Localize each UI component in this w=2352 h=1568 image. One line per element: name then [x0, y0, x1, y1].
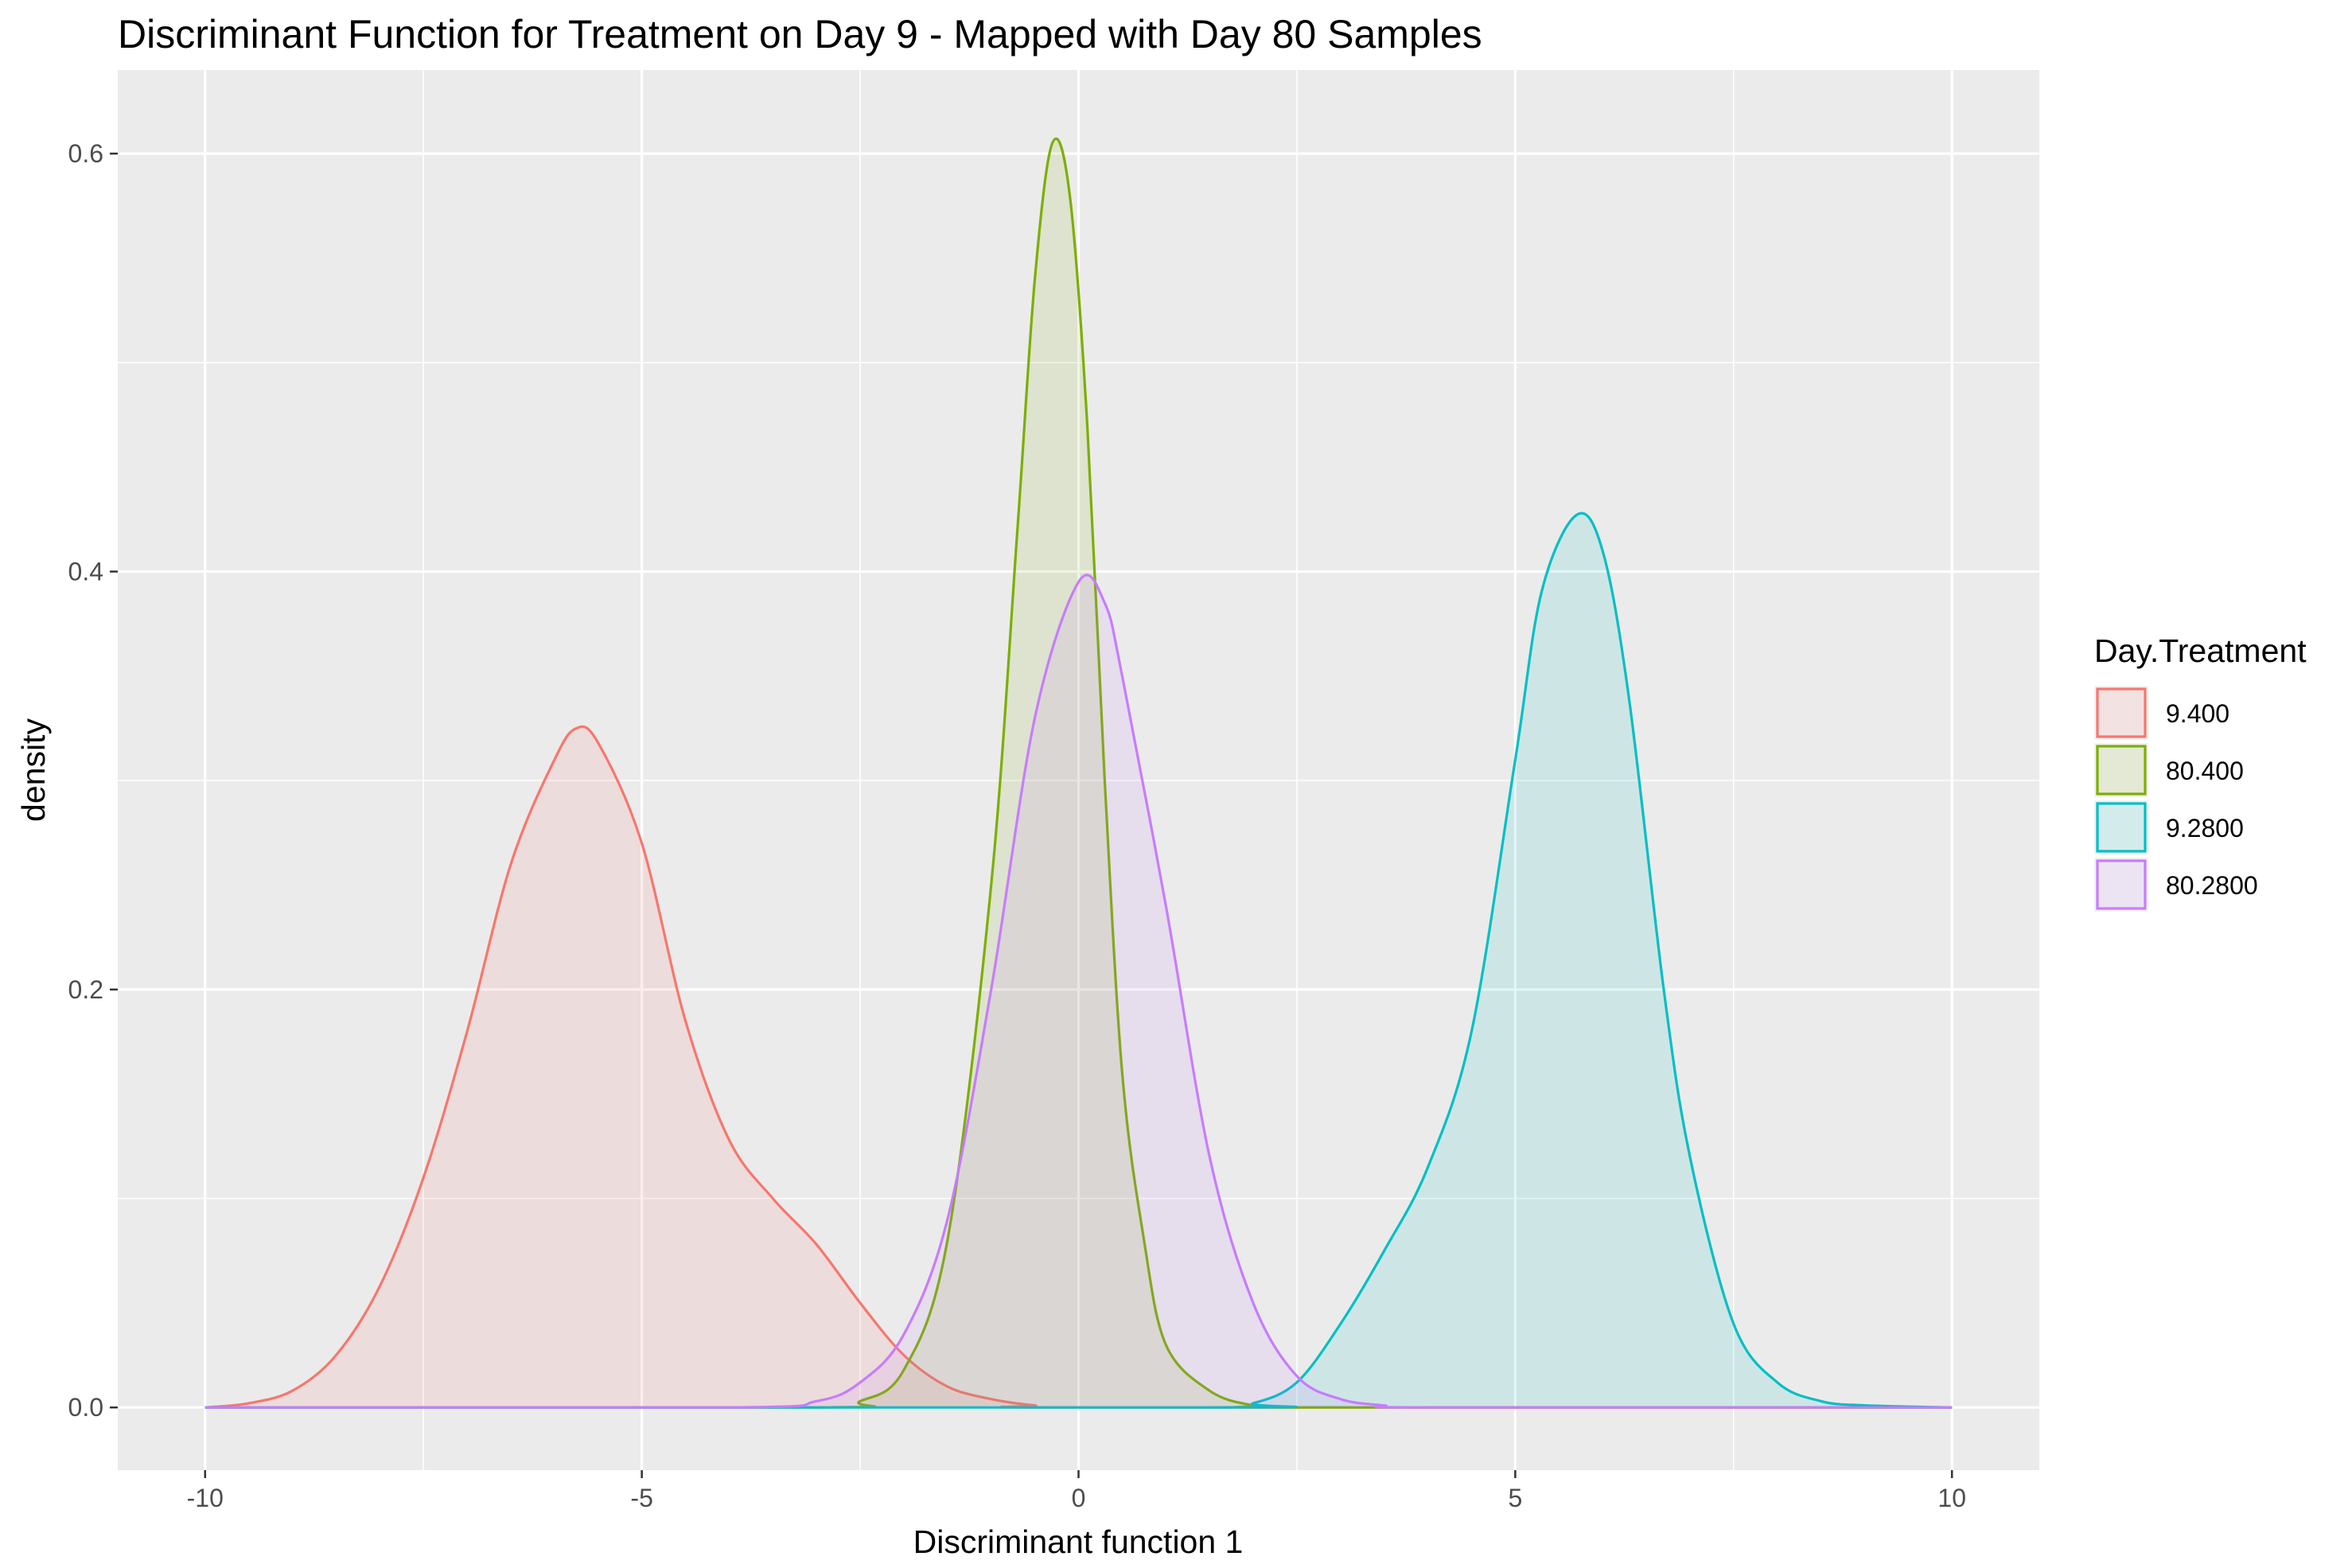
legend: Day.Treatment 9.400 80.400 9.2800 80.2800	[2094, 632, 2307, 912]
x-tick-label: -5	[630, 1484, 652, 1512]
legend-key-9.400	[2096, 687, 2147, 738]
density-series	[204, 137, 1953, 1409]
legend-key-9.2800	[2096, 802, 2147, 853]
x-tick-label: 5	[1508, 1484, 1522, 1512]
density-area-80.2800	[204, 574, 1953, 1408]
legend-items: 9.400 80.400 9.2800 80.2800	[2094, 686, 2258, 912]
major-gridlines	[118, 70, 2039, 1470]
legend-key-bg	[2094, 858, 2148, 912]
density-area-9.400	[204, 726, 1953, 1408]
legend-label: 80.2800	[2166, 871, 2258, 900]
y-tick-label: 0.2	[68, 975, 103, 1004]
legend-label: 80.400	[2166, 757, 2244, 785]
legend-label: 9.2800	[2166, 814, 2244, 842]
x-tick-label: -10	[187, 1484, 224, 1512]
x-tick-label: 10	[1937, 1484, 1966, 1512]
x-tick-label: 0	[1072, 1484, 1086, 1512]
legend-title: Day.Treatment	[2094, 632, 2307, 669]
y-axis: 0.0 0.2 0.4 0.6	[68, 139, 118, 1422]
legend-key-80.2800	[2096, 859, 2147, 910]
legend-key-80.400	[2096, 745, 2147, 796]
y-tick-label: 0.4	[68, 557, 103, 586]
density-line-9.2800	[204, 512, 1953, 1409]
legend-key-bg	[2094, 686, 2148, 740]
density-line-80.2800	[204, 574, 1953, 1409]
y-tick-label: 0.6	[68, 139, 103, 168]
y-tick-label: 0.0	[68, 1393, 103, 1422]
legend-key-bg	[2094, 743, 2148, 797]
x-axis-title: Discriminant function 1	[913, 1523, 1244, 1560]
density-area-80.400	[204, 138, 1953, 1408]
chart-title: Discriminant Function for Treatment on D…	[118, 12, 1482, 56]
y-axis-title: density	[15, 718, 52, 822]
legend-key-bg	[2094, 800, 2148, 854]
density-line-80.400	[204, 137, 1953, 1409]
x-axis: -10 -5 0 5 10	[187, 1470, 1966, 1512]
legend-label: 9.400	[2166, 699, 2229, 728]
density-area-9.2800	[204, 513, 1953, 1408]
